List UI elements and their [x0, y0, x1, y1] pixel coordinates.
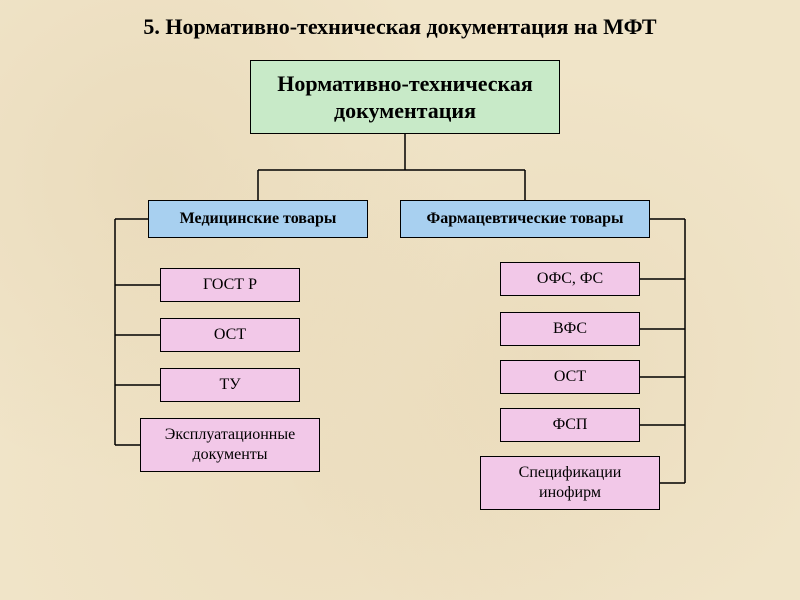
leaf-med-0: ГОСТ Р — [160, 268, 300, 302]
leaf-pharm-1: ВФС — [500, 312, 640, 346]
leaf-med-1: ОСТ — [160, 318, 300, 352]
leaf-pharm-4: Спецификации инофирм — [480, 456, 660, 510]
leaf-pharm-0: ОФС, ФС — [500, 262, 640, 296]
leaf-pharm-3: ФСП — [500, 408, 640, 442]
leaf-med-3: Эксплуатационные документы — [140, 418, 320, 472]
branch-med: Медицинские товары — [148, 200, 368, 238]
leaf-pharm-2: ОСТ — [500, 360, 640, 394]
page-title: 5. Нормативно-техническая документация н… — [0, 14, 800, 40]
diagram-canvas: 5. Нормативно-техническая документация н… — [0, 0, 800, 600]
branch-pharm: Фармацевтические товары — [400, 200, 650, 238]
leaf-med-2: ТУ — [160, 368, 300, 402]
root-box: Нормативно-техническая документация — [250, 60, 560, 134]
